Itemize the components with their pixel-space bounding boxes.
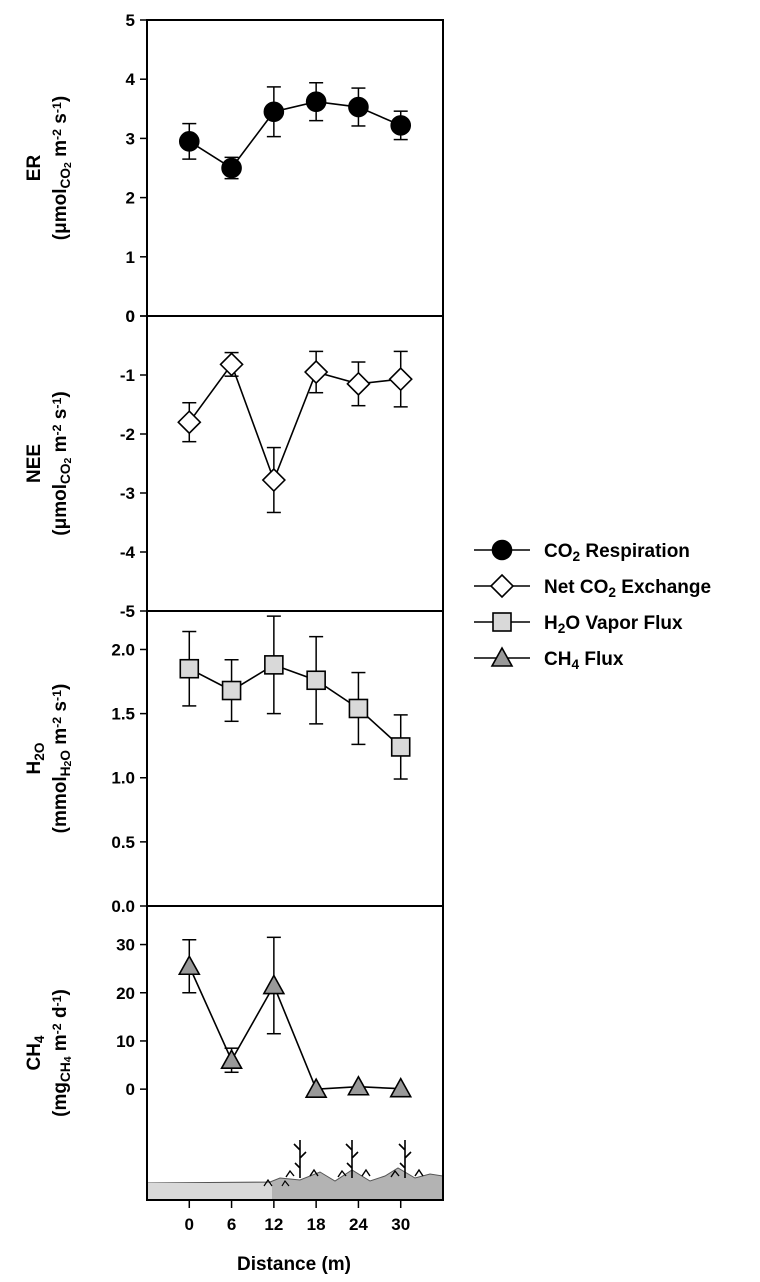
- y-tick-label: 2: [126, 189, 135, 208]
- x-axis-label: Distance (m): [237, 1254, 351, 1275]
- legend-marker-h2o: [492, 612, 512, 632]
- data-point-nee: [219, 352, 244, 377]
- legend-label-nee: Net CO2 Exchange: [544, 577, 711, 600]
- y-axis-label-ch4: CH4(mgCH4 m-2 d-1): [24, 989, 74, 1117]
- y-axis-name: CH4: [24, 1035, 47, 1070]
- shrub-icon: [285, 1140, 319, 1178]
- data-point-er: [305, 91, 327, 112]
- data-point-h2o: [306, 670, 326, 691]
- data-point-er: [348, 96, 369, 118]
- series-line-h2o: [188, 663, 402, 748]
- data-point-ch4: [262, 973, 286, 995]
- data-point-nee: [261, 467, 286, 493]
- legend-marker-er: [491, 539, 513, 561]
- data-point-nee: [304, 359, 329, 385]
- bare-ground: [147, 1183, 272, 1200]
- y-tick-label: 20: [116, 984, 135, 1003]
- y-tick-label: -3: [120, 484, 135, 503]
- data-point-ch4: [304, 1077, 328, 1098]
- y-tick-label: 1: [126, 248, 135, 267]
- data-point-h2o: [179, 658, 200, 679]
- data-point-er: [178, 131, 200, 152]
- y-axis-label-nee: NEE(μmolCO2 m-2 s-1): [24, 391, 74, 535]
- legend: CO2 Respiration Net CO2 Exchange H2O Vapor…: [474, 539, 711, 672]
- data-point-ch4: [220, 1048, 243, 1070]
- y-axis-units: (mgCH4 m-2 d-1): [50, 989, 74, 1117]
- y-tick-label: -1: [120, 366, 135, 385]
- y-tick-label: 5: [126, 11, 135, 30]
- y-axis-label-h2o: H2O(mmolH2O m-2 s-1): [24, 684, 74, 834]
- data-point-er: [263, 101, 285, 123]
- data-point-h2o: [264, 655, 284, 675]
- y-tick-label: -2: [120, 425, 135, 444]
- x-tick-label: 24: [349, 1215, 368, 1234]
- panel-ch4: 0 10 20 30 CH4(mgCH4 m-2 d-1): [24, 936, 413, 1117]
- y-tick-label: 2.0: [111, 640, 135, 659]
- y-axis-units: (mmolH2O m-2 s-1): [50, 684, 74, 834]
- legend-label-h2o: H2O Vapor Flux: [544, 613, 683, 636]
- y-tick-label: 30: [116, 936, 135, 955]
- data-point-nee: [388, 366, 413, 392]
- y-tick-label: 0.0: [111, 897, 135, 916]
- y-tick-label: -5: [120, 602, 135, 621]
- data-point-er: [221, 157, 242, 179]
- y-tick-label: 1.5: [111, 705, 135, 724]
- y-axis-units: (μmolCO2 m-2 s-1): [50, 391, 74, 535]
- panel-h2o: 0.0 0.5 1.0 1.5 2.0 H2O(mmolH2O m-2 s-1): [24, 615, 411, 916]
- x-tick-label: 6: [227, 1215, 236, 1234]
- x-tick-label: 30: [391, 1215, 410, 1234]
- legend-label-er: CO2 Respiration: [544, 541, 690, 564]
- y-tick-label: 0: [126, 307, 135, 326]
- legend-item-h2o: H2O Vapor Flux: [474, 612, 683, 636]
- data-point-er: [390, 115, 412, 136]
- data-point-ch4: [347, 1075, 370, 1096]
- x-tick-label: 0: [185, 1215, 194, 1234]
- plot-frames: [146, 19, 444, 1201]
- data-point-ch4: [177, 954, 201, 976]
- data-point-h2o: [348, 698, 369, 719]
- series-line-nee: [188, 362, 401, 483]
- x-tick-label: 18: [307, 1215, 326, 1234]
- legend-item-er: CO2 Respiration: [474, 539, 690, 564]
- data-point-nee: [177, 410, 202, 435]
- small-plant-icon: [263, 1178, 290, 1187]
- series-line-ch4: [188, 965, 401, 1090]
- shrub-icon: [337, 1140, 371, 1178]
- y-tick-label: 0.5: [111, 833, 135, 852]
- panel-nee: -5 -4 -3 -2 -1 0 NEE(μmolCO2 m-2 s-1): [24, 307, 413, 621]
- y-tick-label: 0: [126, 1080, 135, 1099]
- y-axis-units: (μmolCO2 m-2 s-1): [50, 96, 74, 240]
- y-axis-name: NEE: [24, 444, 45, 483]
- data-point-h2o: [221, 680, 242, 701]
- series-line-er: [188, 100, 402, 170]
- legend-item-nee: Net CO2 Exchange: [474, 573, 711, 600]
- ground-illustration: [146, 1140, 444, 1201]
- y-tick-label: -4: [120, 543, 136, 562]
- x-tick-label: 12: [264, 1215, 283, 1234]
- y-tick-label: 3: [126, 129, 135, 148]
- shrub-icon: [390, 1140, 424, 1178]
- legend-label-ch4: CH4 Flux: [544, 649, 624, 672]
- data-point-nee: [346, 371, 371, 396]
- y-tick-label: 0: [126, 307, 135, 326]
- data-point-h2o: [390, 737, 411, 757]
- panel-er: 0 1 2 3 4 5 ER(μmolCO2 m-2 s-1): [24, 11, 412, 326]
- legend-marker-ch4: [490, 646, 514, 667]
- y-tick-label: 1.0: [111, 769, 135, 788]
- y-axis-name: ER: [24, 155, 45, 182]
- y-tick-label: 10: [116, 1032, 135, 1051]
- legend-item-ch4: CH4 Flux: [474, 646, 624, 672]
- legend-marker-nee: [489, 573, 515, 599]
- y-axis-name: H2O: [24, 742, 47, 774]
- y-tick-label: 4: [126, 70, 136, 89]
- y-axis-label-er: ER(μmolCO2 m-2 s-1): [24, 96, 74, 240]
- data-point-ch4: [389, 1077, 413, 1098]
